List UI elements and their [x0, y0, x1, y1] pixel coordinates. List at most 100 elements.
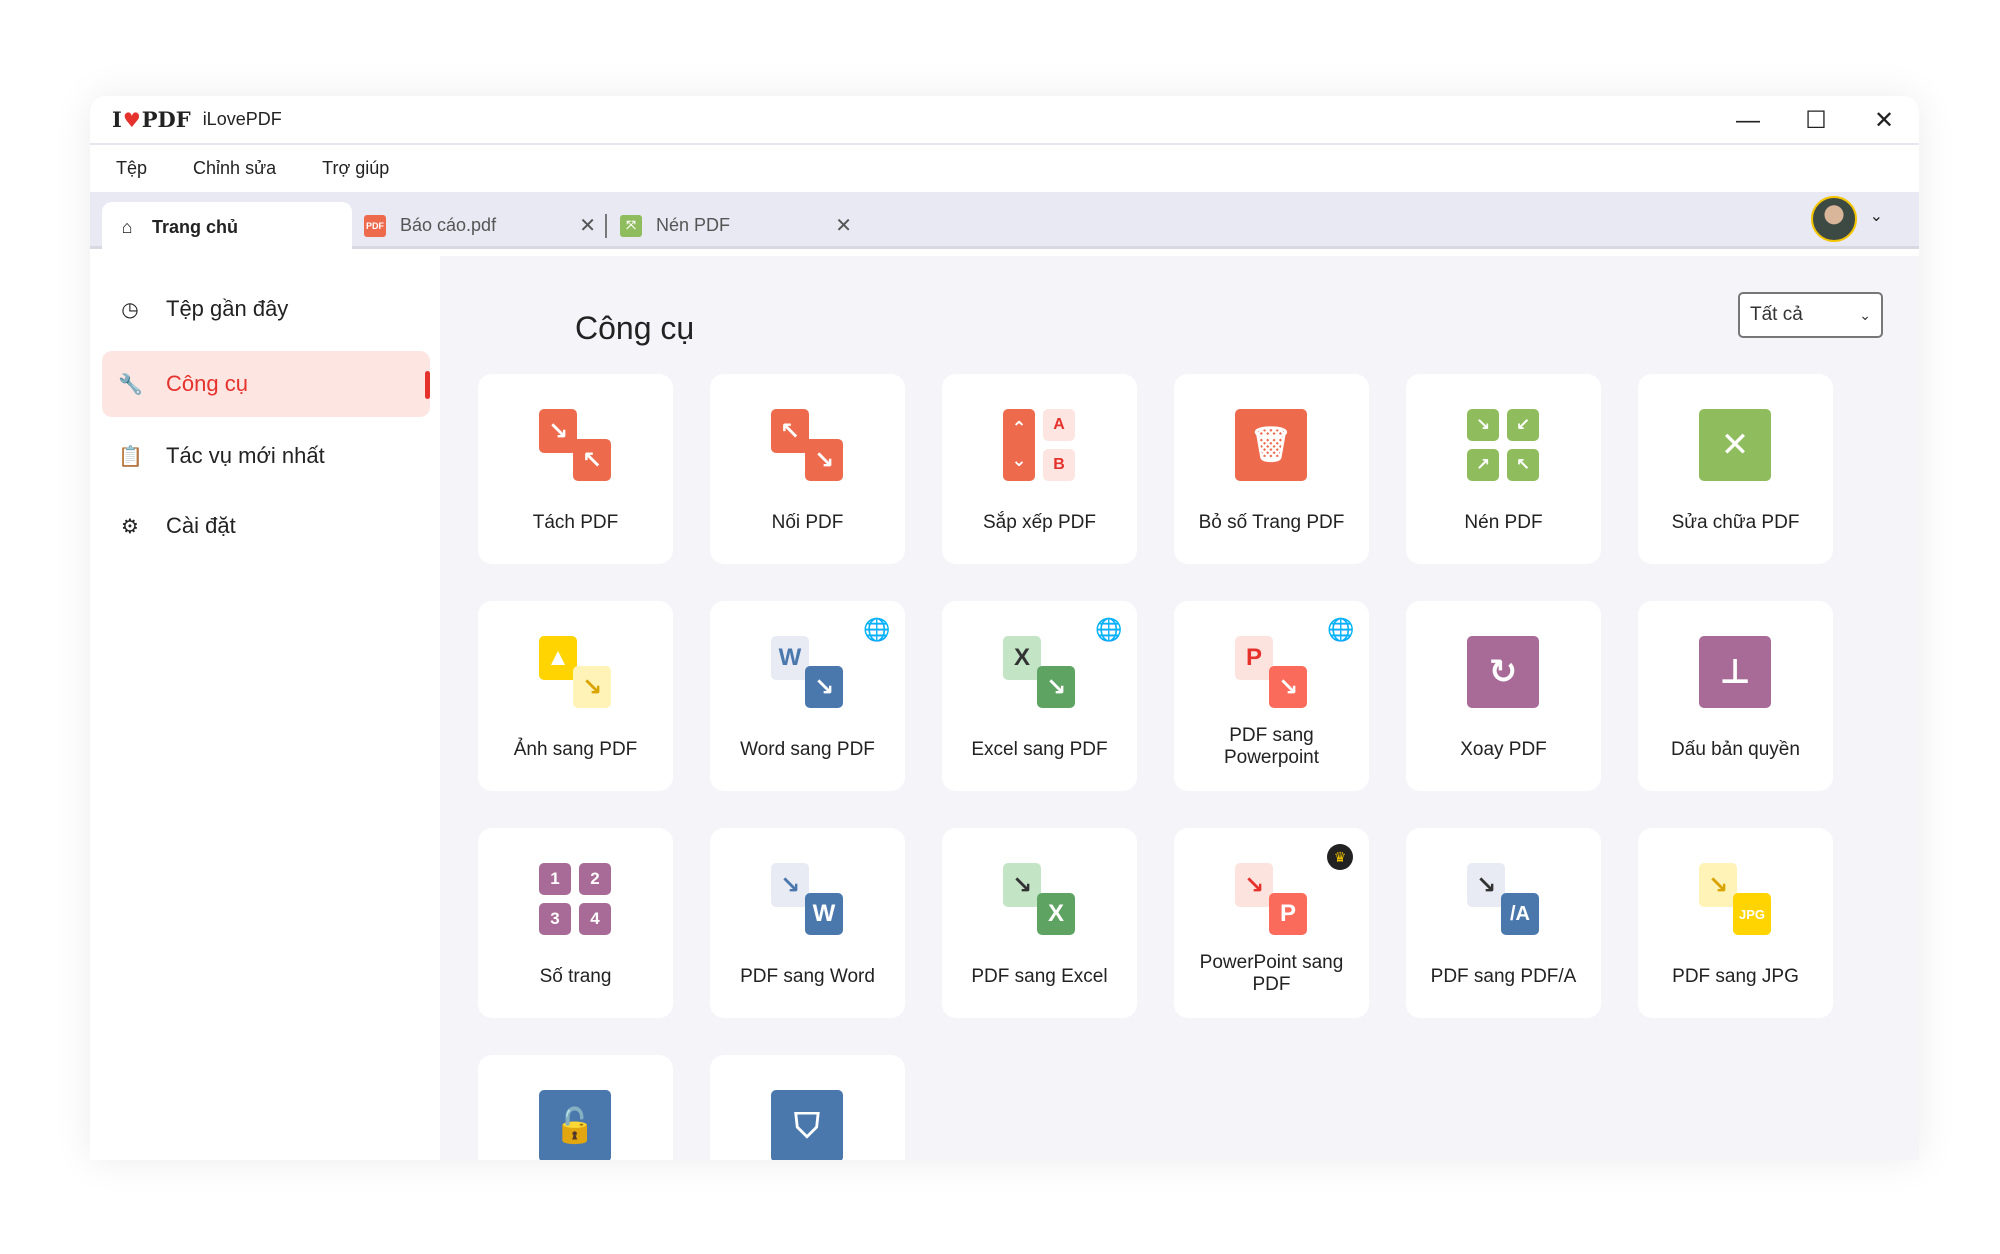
- sidebar-item-1[interactable]: 🔧 Công cụ: [102, 351, 430, 417]
- icon-part: B: [1043, 449, 1075, 481]
- tool-card[interactable]: ↖ ↘ Nối PDF: [710, 374, 905, 564]
- maximize-button[interactable]: ☐: [1805, 107, 1827, 134]
- menu-help[interactable]: Trợ giúp: [322, 158, 390, 178]
- tool-card[interactable]: ▲ ↘ Ảnh sang PDF: [478, 601, 673, 791]
- sidebar-item-label: Tác vụ mới nhất: [166, 443, 325, 468]
- tool-label: PowerPoint sang PDF: [1199, 952, 1344, 995]
- tool-card[interactable]: ⌃ ⌄ A B Sắp xếp PDF: [942, 374, 1137, 564]
- icon-part: 🗑: [1235, 409, 1307, 481]
- icon-part: ↙: [1507, 409, 1539, 441]
- tool-card[interactable]: 🗑 Bỏ số Trang PDF: [1174, 374, 1369, 564]
- menu-edit[interactable]: Chỉnh sửa: [193, 158, 277, 178]
- repair-tools-icon: ✕: [1699, 409, 1771, 481]
- icon-part: ⌃: [1011, 417, 1027, 438]
- tool-card[interactable]: ↘ ↖ Tách PDF: [478, 374, 673, 564]
- icon-part: 4: [579, 903, 611, 935]
- tool-label: Bỏ số Trang PDF: [1198, 512, 1345, 533]
- tab-bao-cao[interactable]: PDF Báo cáo.pdf ✕: [364, 202, 596, 249]
- tab-label: Trang chủ: [152, 216, 239, 237]
- globe-icon: 🌐: [863, 617, 891, 642]
- sidebar-item-label: Tệp gần đây: [166, 296, 289, 321]
- tool-card[interactable]: 1 2 3 4 Số trang: [478, 828, 673, 1018]
- tool-card[interactable]: ↘ JPG PDF sang JPG: [1638, 828, 1833, 1018]
- tool-label: Excel sang PDF: [971, 739, 1108, 760]
- trash-icon: 🗑: [1235, 409, 1307, 481]
- icon-part: ↖: [1507, 449, 1539, 481]
- tool-card[interactable]: ↘/A PDF sang PDF/A: [1406, 828, 1601, 1018]
- icon-part: ↗: [1467, 449, 1499, 481]
- compress-icon: ⤧: [620, 214, 642, 237]
- tool-card[interactable]: ⊥ Dấu bản quyền: [1638, 601, 1833, 791]
- tool-label: Số trang: [539, 966, 612, 987]
- pdf-to-jpg-icon: ↘ JPG: [1699, 863, 1771, 935]
- globe-icon: 🌐: [1327, 617, 1355, 642]
- clock-icon: ◷: [121, 298, 139, 321]
- wrench-icon: 🔧: [118, 373, 143, 396]
- organize-pdf-icon: ⌃ ⌄ A B: [1003, 409, 1075, 481]
- title-bar: I ♥ PDF iLovePDF — ☐ ✕: [90, 96, 1919, 145]
- tool-label: Sắp xếp PDF: [983, 512, 1096, 533]
- icon-part: ↻: [1467, 636, 1539, 708]
- tool-card[interactable]: ↘ P PowerPoint sang PDF ♛: [1174, 828, 1369, 1018]
- tool-card[interactable]: ↘ X PDF sang Excel: [942, 828, 1137, 1018]
- tool-card[interactable]: ✕ Sửa chữa PDF: [1638, 374, 1833, 564]
- ilovepdf-logo: I ♥ PDF: [112, 107, 191, 132]
- close-tab-icon[interactable]: ✕: [579, 215, 596, 237]
- icon-part: JPG: [1733, 893, 1771, 935]
- icon-part: ⌄: [1011, 449, 1027, 470]
- icon-part: ↘: [1235, 863, 1273, 907]
- tool-label: PDF sang JPG: [1672, 966, 1799, 987]
- tool-card[interactable]: W ↘ Word sang PDF 🌐: [710, 601, 905, 791]
- icon-part: W: [771, 636, 809, 680]
- chevron-down-icon[interactable]: ⌄: [1869, 208, 1883, 225]
- icon-part: 🔓: [539, 1090, 611, 1160]
- tool-card[interactable]: ⛉: [710, 1055, 905, 1160]
- icon-part: ⛉: [771, 1090, 843, 1160]
- tool-label: Ảnh sang PDF: [513, 739, 638, 760]
- icon-part: ↘: [1467, 409, 1499, 441]
- chevron-down-icon: ⌄: [1859, 306, 1871, 323]
- sidebar-item-3[interactable]: ⚙ Cài đặt: [102, 493, 430, 559]
- tool-label: Tách PDF: [532, 512, 619, 533]
- close-tab-icon[interactable]: ✕: [835, 215, 852, 237]
- gear-icon: ⚙: [121, 515, 139, 538]
- icon-part: ↘: [539, 409, 577, 453]
- tool-label: Dấu bản quyền: [1671, 739, 1800, 760]
- tab-divider: [605, 214, 607, 238]
- tab-nen-pdf[interactable]: ⤧ Nén PDF ✕: [620, 202, 852, 249]
- icon-part: X: [1003, 636, 1041, 680]
- tool-label: Word sang PDF: [740, 739, 875, 760]
- tool-card[interactable]: ↘ ↙ ↗ ↖ Nén PDF: [1406, 374, 1601, 564]
- tool-label: PDF sang PDF/A: [1430, 966, 1577, 987]
- stamp-icon: ⊥: [1699, 636, 1771, 708]
- sidebar-item-0[interactable]: ◷ Tệp gần đây: [102, 276, 430, 342]
- tool-card[interactable]: ↘ W PDF sang Word: [710, 828, 905, 1018]
- tool-label: PDF sang Excel: [971, 966, 1108, 987]
- tab-label: Nén PDF: [656, 215, 731, 235]
- tool-label: PDF sang Powerpoint: [1223, 725, 1320, 768]
- icon-part: P: [1269, 893, 1307, 935]
- merge-pdf-icon: ↖ ↘: [771, 409, 843, 481]
- icon-part: ▲: [539, 636, 577, 680]
- icon-part: P: [1235, 636, 1273, 680]
- icon-part: [1003, 409, 1035, 481]
- icon-part: A: [1043, 409, 1075, 441]
- sidebar-item-label: Công cụ: [166, 371, 248, 396]
- home-icon: ⌂: [121, 216, 133, 237]
- powerpoint-to-pdf-icon: ↘ P: [1235, 863, 1307, 935]
- tool-card[interactable]: P ↘ PDF sang Powerpoint 🌐: [1174, 601, 1369, 791]
- close-button[interactable]: ✕: [1873, 107, 1895, 134]
- minimize-button[interactable]: —: [1736, 106, 1760, 134]
- tool-card[interactable]: ↻ Xoay PDF: [1406, 601, 1601, 791]
- filter-select[interactable]: Tất cả ⌄: [1738, 292, 1883, 338]
- tab-home[interactable]: ⌂ Trang chủ: [102, 202, 352, 252]
- pdf-to-word-icon: ↘ W: [771, 863, 843, 935]
- avatar[interactable]: [1811, 196, 1857, 242]
- icon-part: ↘: [1269, 666, 1307, 708]
- tool-label: PDF sang Word: [740, 966, 875, 987]
- tool-card[interactable]: X ↘ Excel sang PDF 🌐: [942, 601, 1137, 791]
- menu-file[interactable]: Tệp: [116, 158, 148, 178]
- sidebar-item-2[interactable]: 📋 Tác vụ mới nhất: [102, 423, 430, 489]
- tool-card[interactable]: 🔓: [478, 1055, 673, 1160]
